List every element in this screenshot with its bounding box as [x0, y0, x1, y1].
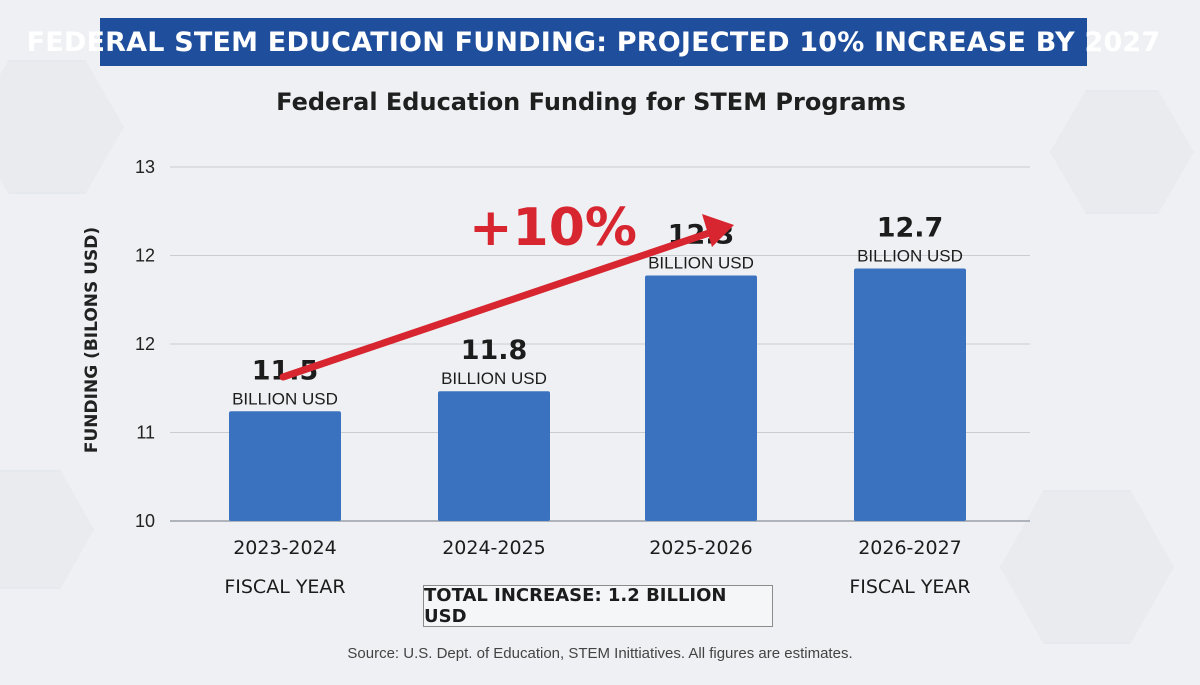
y-tick-label: 12 [135, 246, 155, 266]
bar [438, 391, 550, 521]
x-tick-label: 2023-2024 [233, 537, 337, 559]
y-tick-label: 13 [135, 157, 155, 177]
data-label-value: 11.8 [461, 335, 528, 366]
x-tick-label: 2024-2025 [442, 537, 546, 559]
total-increase-box: TOTAL INCREASE: 1.2 BILLION USD [423, 585, 773, 627]
data-label-unit: BILLION USD [857, 246, 963, 265]
background-hexagon [1000, 490, 1174, 644]
y-tick-label: 11 [136, 423, 155, 443]
y-axis-label: FUNDING (BILONS USD) [82, 227, 102, 453]
trend-arrow-head [702, 214, 734, 247]
data-label-value: 12.7 [877, 212, 944, 243]
bar [229, 411, 341, 521]
bar [645, 275, 757, 521]
y-tick-label: 12 [135, 334, 155, 354]
source-note: Source: U.S. Dept. of Education, STEM In… [347, 645, 853, 662]
bar [854, 268, 966, 521]
data-label-unit: BILLION USD [441, 369, 547, 388]
y-tick-label: 10 [135, 511, 155, 531]
chart-title: Federal Education Funding for STEM Progr… [276, 88, 906, 116]
x-axis-label: FISCAL YEAR [849, 576, 970, 598]
data-label-unit: BILLION USD [232, 389, 338, 408]
x-tick-label: 2025-2026 [649, 537, 753, 559]
banner-title: FEDERAL STEM EDUCATION FUNDING: PROJECTE… [27, 18, 1160, 66]
trend-arrow-shaft [279, 228, 716, 381]
data-label-unit: BILLION USD [648, 254, 754, 273]
x-tick-label: 2026-2027 [858, 537, 962, 559]
annotation-label: +10% [469, 198, 637, 258]
x-axis-label: FISCAL YEAR [224, 576, 345, 598]
